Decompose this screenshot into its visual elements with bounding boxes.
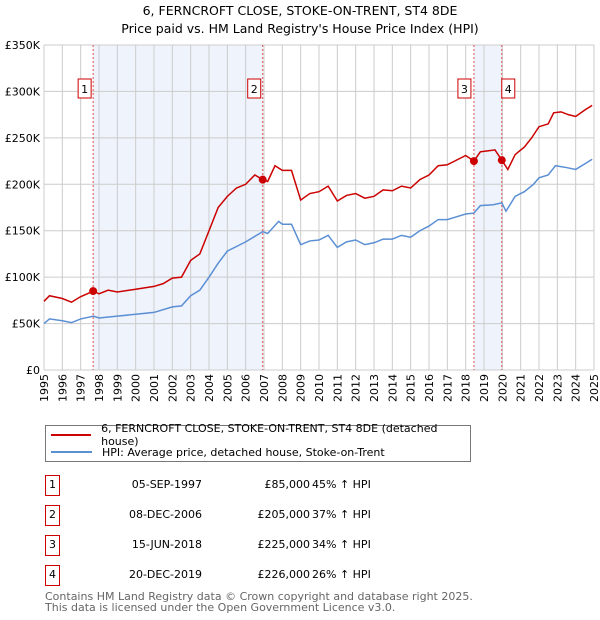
x-tick-label: 2012 (350, 374, 363, 402)
legend-swatch-red (51, 434, 92, 436)
legend-label: HPI: Average price, detached house, Stok… (102, 445, 385, 459)
sale-number-badge: 3 (45, 535, 60, 556)
x-tick-label: 2014 (386, 374, 399, 402)
sale-label-number: 3 (461, 83, 468, 96)
sale-date: 15-JUN-2018 (131, 538, 202, 551)
x-tick-label: 1999 (111, 374, 124, 402)
x-tick-label: 1998 (93, 374, 106, 402)
sale-period-shade (93, 45, 263, 370)
sale-hpi-change: 45% ↑ HPI (312, 478, 371, 491)
sale-label-number: 2 (251, 83, 258, 96)
chart-title: 6, FERNCROFT CLOSE, STOKE-ON-TRENT, ST4 … (142, 3, 458, 18)
sales-table-row: 4 20-DEC-2019 £226,000 26% ↑ HPI (45, 565, 465, 586)
sale-number-badge: 2 (45, 505, 60, 526)
y-tick-label: £350K (5, 39, 41, 52)
y-tick-label: £50K (12, 318, 41, 331)
x-tick-label: 1996 (56, 374, 69, 402)
y-tick-label: £150K (5, 225, 41, 238)
sale-price: £225,000 (257, 538, 311, 551)
x-tick-label: 2003 (185, 374, 198, 402)
x-tick-label: 2022 (533, 374, 546, 402)
y-tick-label: £100K (5, 271, 41, 284)
sale-number-badge: 4 (45, 565, 60, 586)
footer-copyright: Contains HM Land Registry data © Crown c… (45, 590, 473, 603)
sale-number-badge: 1 (45, 475, 60, 496)
x-tick-label: 2004 (203, 374, 216, 402)
sale-hpi-change: 26% ↑ HPI (312, 568, 371, 581)
footer-licence: This data is licensed under the Open Gov… (45, 601, 396, 614)
x-tick-label: 2009 (295, 374, 308, 402)
sale-price: £205,000 (257, 508, 311, 521)
x-tick-label: 2013 (368, 374, 381, 402)
x-tick-label: 2025 (588, 374, 600, 402)
sales-table-row: 2 08-DEC-2006 £205,000 37% ↑ HPI (45, 505, 465, 526)
sale-date: 20-DEC-2019 (128, 568, 202, 581)
y-tick-label: £0 (26, 364, 40, 377)
series-line (43, 158, 593, 325)
x-tick-label: 2020 (496, 374, 509, 402)
x-tick-label: 2021 (515, 374, 528, 402)
sale-point (469, 157, 478, 166)
chart-subtitle: Price paid vs. HM Land Registry's House … (121, 21, 479, 36)
series-line (43, 104, 593, 304)
sale-label-box (77, 78, 92, 99)
sale-hpi-change: 34% ↑ HPI (312, 538, 371, 551)
sale-price: £226,000 (257, 568, 311, 581)
sale-point (89, 287, 98, 296)
sale-price: £85,000 (264, 478, 311, 491)
x-tick-label: 1995 (38, 374, 51, 402)
legend-label: 6, FERNCROFT CLOSE, STOKE-ON-TRENT, ST4 … (101, 422, 438, 448)
price-chart: 1995 1996 1997 1998 1999 2000 2001 2002 2003 2004… (5, 39, 600, 402)
x-tick-label: 2019 (478, 374, 491, 402)
x-tick-label: 2018 (460, 374, 473, 402)
y-tick-label: £300K (5, 85, 41, 98)
x-tick-label: 2017 (441, 374, 454, 402)
x-tick-label: 2024 (570, 374, 583, 402)
x-tick-label: 2011 (331, 374, 344, 402)
sale-label-number: 1 (81, 83, 88, 96)
sales-table-row: 3 15-JUN-2018 £225,000 34% ↑ HPI (45, 535, 465, 556)
x-tick-label: 2005 (221, 374, 234, 402)
sale-label-box (457, 78, 472, 99)
legend: 6, FERNCROFT CLOSE, STOKE-ON-TRENT, ST4 … (45, 422, 471, 462)
sale-hpi-change: 37% ↑ HPI (312, 508, 371, 521)
x-tick-label: 2007 (258, 374, 271, 402)
x-tick-label: 2015 (405, 374, 418, 402)
y-tick-label: £200K (5, 178, 41, 191)
x-tick-label: 2023 (551, 374, 564, 402)
sales-table-row: 1 05-SEP-1997 £85,000 45% ↑ HPI (45, 475, 465, 496)
x-tick-label: 2008 (276, 374, 289, 402)
sale-label-box (501, 78, 516, 99)
legend-item-property: 6, FERNCROFT CLOSE, STOKE-ON-TRENT, ST4 … (46, 422, 470, 448)
x-tick-label: 2016 (423, 374, 436, 402)
y-tick-label: £250K (5, 132, 41, 145)
x-tick-label: 1997 (75, 374, 88, 402)
x-tick-label: 2000 (130, 374, 143, 402)
sale-label-number: 4 (505, 83, 512, 96)
sale-label-box (247, 78, 262, 99)
sale-date: 05-SEP-1997 (131, 478, 202, 491)
x-tick-label: 2006 (240, 374, 253, 402)
x-tick-label: 2002 (166, 374, 179, 402)
sale-point (497, 156, 506, 165)
legend-swatch-blue (51, 451, 92, 453)
x-tick-label: 2001 (148, 374, 161, 402)
sale-point (258, 175, 267, 184)
legend-item-hpi: HPI: Average price, detached house, Stok… (46, 444, 385, 460)
sale-date: 08-DEC-2006 (128, 508, 202, 521)
x-tick-label: 2010 (313, 374, 326, 402)
